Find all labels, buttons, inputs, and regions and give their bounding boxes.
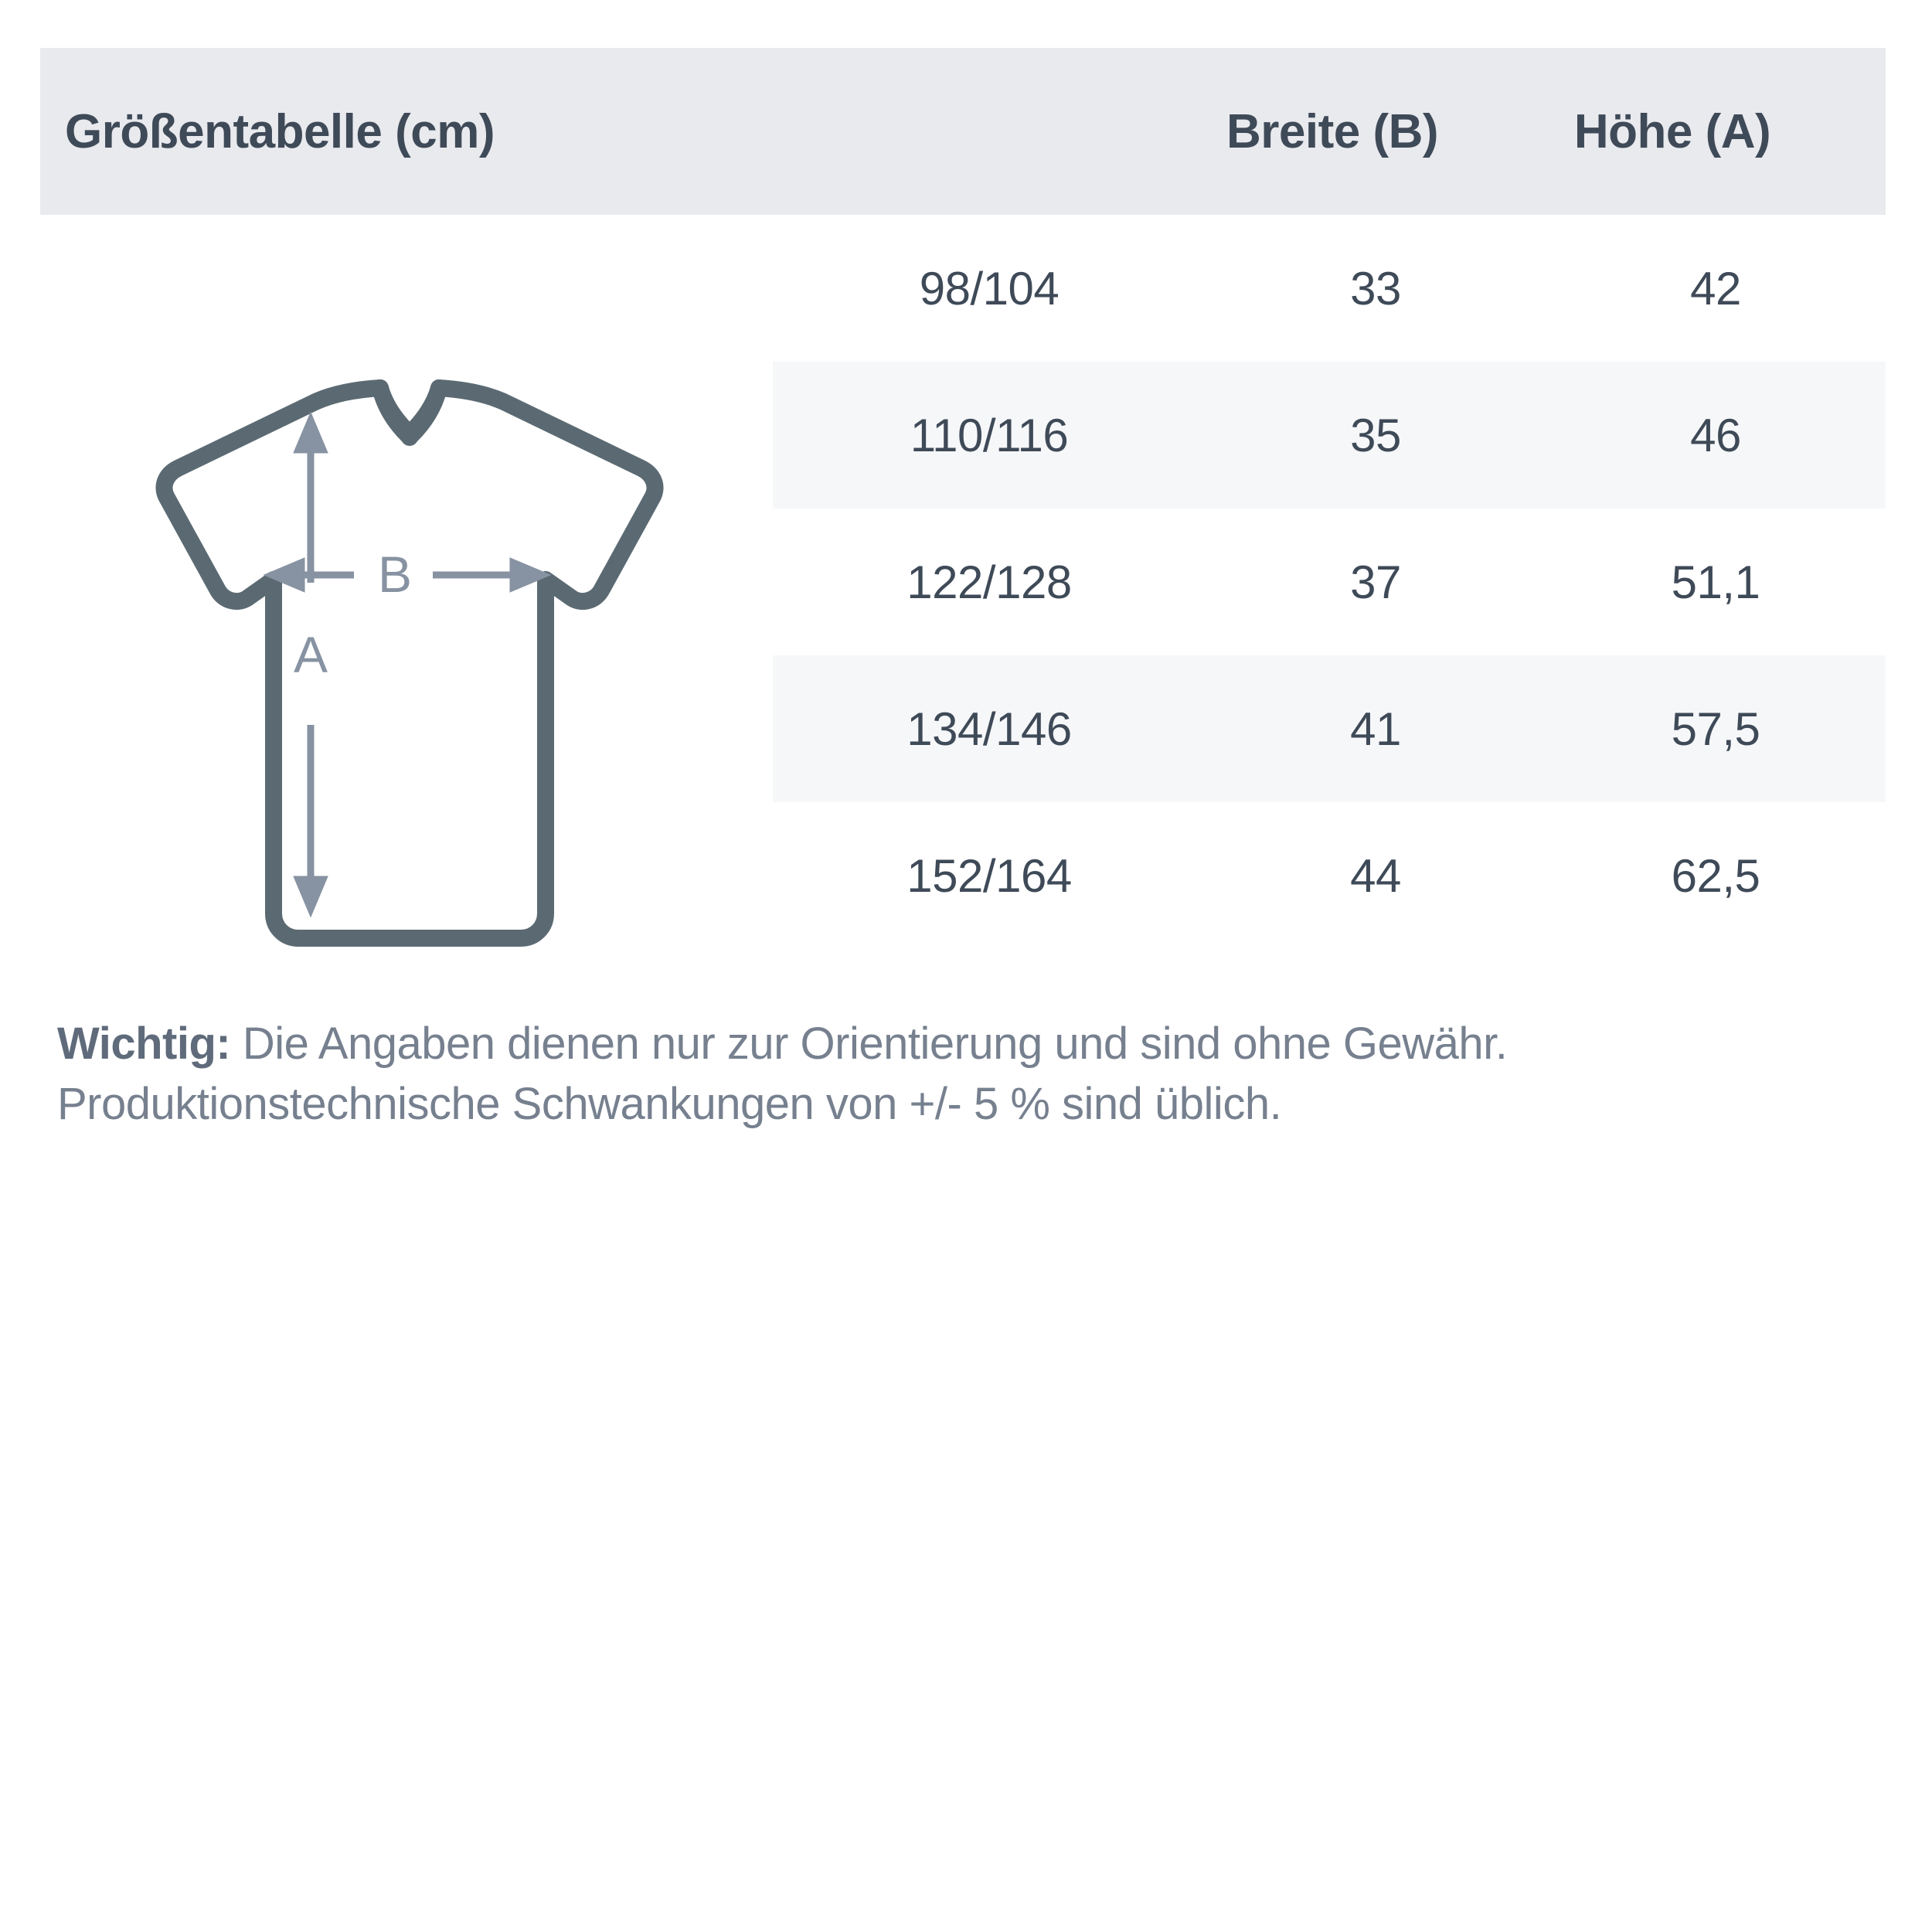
cell-hoehe: 42: [1690, 262, 1741, 315]
table-row: 98/104 33 42: [773, 215, 1886, 362]
table-row: 110/116 35 46: [773, 362, 1886, 509]
cell-breite: 44: [1350, 849, 1401, 902]
height-arrow: [293, 411, 328, 918]
cell-size: 98/104: [919, 262, 1060, 315]
cell-hoehe: 62,5: [1671, 849, 1760, 902]
width-label: B: [378, 546, 412, 603]
cell-hoehe: 51,1: [1671, 556, 1760, 608]
size-table: 98/104 33 42 110/116 35 46 122/128 37 51…: [773, 215, 1886, 949]
cell-hoehe: 46: [1690, 409, 1741, 461]
table-row: 122/128 37 51,1: [773, 509, 1886, 655]
tshirt-figure-pane: A B: [40, 215, 773, 988]
width-arrow: [263, 557, 552, 593]
cell-breite: 41: [1350, 702, 1401, 755]
disclaimer-note: Wichtig: Die Angaben dienen nur zur Orie…: [40, 1014, 1842, 1135]
table-row: 134/146 41 57,5: [773, 655, 1886, 802]
chart-body: A B 98/104 33 42 110/116 35 46: [40, 215, 1886, 988]
tshirt-collar: [372, 379, 447, 446]
disclaimer-label: Wichtig:: [57, 1019, 231, 1069]
tshirt-diagram-icon: A B: [155, 379, 664, 947]
cell-size: 110/116: [910, 409, 1069, 461]
cell-size: 122/128: [906, 556, 1072, 608]
tshirt-outline: [155, 379, 664, 947]
cell-breite: 37: [1350, 556, 1401, 608]
cell-hoehe: 57,5: [1671, 702, 1760, 755]
page-title: Größentabelle (cm): [65, 104, 495, 158]
cell-size: 152/164: [906, 849, 1072, 902]
cell-breite: 33: [1350, 262, 1401, 315]
column-header-breite: Breite (B): [1226, 104, 1439, 158]
table-row: 152/164 44 62,5: [773, 802, 1886, 949]
cell-size: 134/146: [906, 702, 1072, 755]
size-chart: Größentabelle (cm) Breite (B) Höhe (A) A: [40, 48, 1886, 1135]
disclaimer-text: Die Angaben dienen nur zur Orientierung …: [57, 1019, 1508, 1130]
column-header-hoehe: Höhe (A): [1573, 104, 1771, 158]
height-label: A: [294, 626, 328, 683]
table-header-row: Größentabelle (cm) Breite (B) Höhe (A): [40, 48, 1886, 215]
cell-breite: 35: [1350, 409, 1401, 461]
